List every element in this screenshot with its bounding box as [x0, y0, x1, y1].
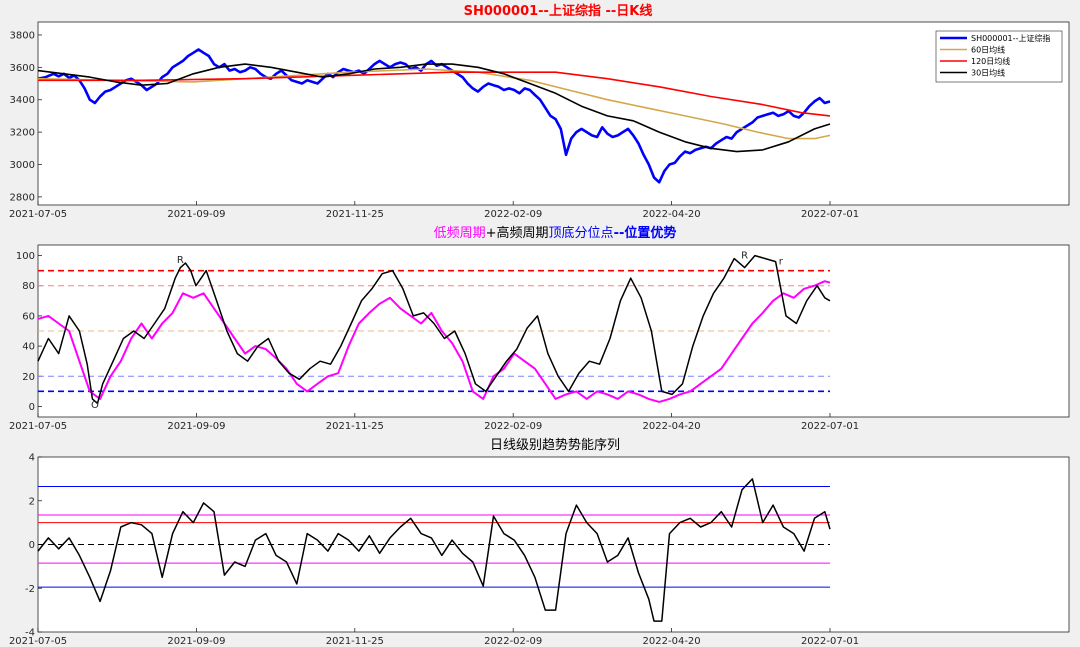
title-position-part1: 低频周期 [434, 226, 486, 241]
y-tick-label: 0 [29, 402, 35, 413]
series-line [37, 280, 831, 403]
y-tick-label: 20 [22, 372, 35, 383]
x-tick-label: 2021-09-09 [167, 421, 225, 432]
y-tick-label: 60 [22, 311, 35, 322]
x-tick-label: 2021-09-09 [167, 209, 225, 220]
y-tick-label: 3400 [10, 95, 35, 106]
title-price: SH000001--上证综指 --日K线 [464, 3, 653, 19]
panel-momentum: -4 -2 0 2 4 2021-07-05 2021-09-09 2021-11-25 202… [9, 453, 1070, 647]
annotation-label: R [177, 255, 184, 266]
panel-price: 2800 3000 3200 3400 3600 3800 2021-07-05 2021-0… [9, 21, 1070, 220]
annotation-label: O [91, 400, 99, 411]
x-tick-label: 2022-02-09 [484, 636, 542, 647]
title-position: 低频周期+高频周期顶底分位点--位置优势 [434, 225, 677, 241]
y-tick-label: -4 [25, 628, 35, 639]
x-tick-label: 2022-07-01 [801, 636, 859, 647]
series-line [38, 71, 831, 117]
y-tick-label: 100 [16, 251, 35, 262]
legend-box [935, 30, 1063, 83]
title-position-part4: --位置优势 [614, 225, 677, 241]
y-tick-label: 80 [22, 281, 35, 292]
legend-entry: 120日均线 [971, 56, 1010, 66]
y-tick-label: 3000 [10, 160, 35, 171]
x-tick-label: 2022-07-01 [801, 421, 859, 432]
x-tick-label: 2021-09-09 [167, 636, 225, 647]
title-position-part2: +高频周期 [486, 225, 549, 241]
y-tick-label: 2800 [10, 192, 35, 203]
x-tick-label: 2022-02-09 [484, 209, 542, 220]
series-line [37, 63, 831, 153]
x-tick-label: 2022-07-01 [801, 209, 859, 220]
y-tick-label: 4 [29, 453, 35, 464]
legend-entry: 60日均线 [971, 45, 1005, 55]
x-tick-label: 2022-02-09 [484, 421, 542, 432]
series-line [37, 48, 831, 184]
x-tick-label: 2021-11-25 [326, 209, 384, 220]
annotation-label: R [741, 251, 748, 262]
x-tick-label: 2021-11-25 [326, 421, 384, 432]
x-tick-label: 2021-07-05 [9, 636, 67, 647]
y-tick-label: 0 [29, 540, 35, 551]
x-tick-label: 2021-07-05 [9, 421, 67, 432]
y-tick-label: -2 [25, 584, 35, 595]
legend-entry: SH000001--上证综指 [971, 33, 1050, 43]
x-tick-label: 2022-04-20 [643, 209, 701, 220]
annotation-label: r [779, 257, 784, 268]
x-tick-label: 2022-04-20 [643, 421, 701, 432]
y-tick-label: 3200 [10, 128, 35, 139]
y-tick-label: 2 [29, 496, 35, 507]
title-momentum: 日线级别趋势势能序列 [490, 437, 620, 453]
y-tick-label: 40 [22, 342, 35, 353]
plot-area [37, 21, 1070, 206]
series-line [37, 478, 831, 622]
y-tick-label: 3800 [10, 30, 35, 41]
title-position-part3: 顶底分位点 [549, 225, 614, 241]
x-tick-label: 2022-04-20 [643, 636, 701, 647]
panel-position: 0 20 40 60 80 100 2021-07-05 2021-09-09 2021-11-… [9, 244, 1070, 432]
x-tick-label: 2021-07-05 [9, 209, 67, 220]
series-line [37, 254, 831, 405]
x-tick-label: 2021-11-25 [326, 636, 384, 647]
y-tick-label: 3600 [10, 63, 35, 74]
legend-entry: 30日均线 [971, 68, 1005, 78]
